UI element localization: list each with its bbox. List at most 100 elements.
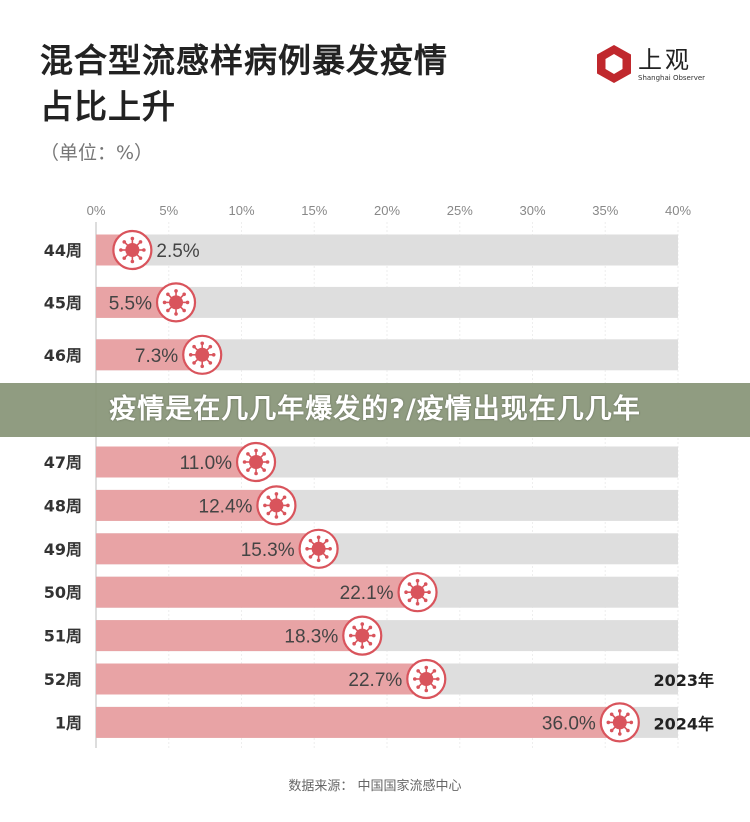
virus-spike-tip <box>200 364 205 369</box>
virus-spike-tip <box>371 633 376 638</box>
category-label: 49周 <box>44 540 82 559</box>
virus-spike-tip <box>407 598 412 603</box>
bar <box>96 663 427 695</box>
virus-spike-tip <box>122 256 127 260</box>
bar-row: 44周 2.5% <box>44 229 678 271</box>
virus-spike-tip <box>609 712 614 717</box>
bar <box>96 620 363 652</box>
value-label: 2.5% <box>156 241 199 262</box>
logo-text: 上观 <box>638 46 692 74</box>
virus-spike-tip <box>200 341 205 346</box>
virus-spike-tip <box>119 248 123 252</box>
category-label: 46周 <box>44 346 82 365</box>
virus-spike-tip <box>412 677 417 681</box>
category-label: 52周 <box>44 670 82 689</box>
bar-row: 48周 12.4% <box>44 485 678 526</box>
virus-spike-tip <box>266 511 271 516</box>
virus-spike-tip <box>188 353 193 357</box>
virus-spike-tip <box>416 669 420 673</box>
bar <box>96 446 257 478</box>
virus-spike-tip <box>282 495 287 500</box>
virus-spike-tip <box>618 709 622 713</box>
virus-spike-tip <box>609 728 614 733</box>
virus-icon <box>182 334 223 375</box>
virus-spike-tip <box>407 582 412 586</box>
category-label: 48周 <box>44 496 82 515</box>
virus-spike-tip <box>182 292 186 297</box>
virus-spike-tip <box>130 259 135 264</box>
bar-row: 46周 7.3% <box>44 334 678 375</box>
virus-spike-tip <box>352 641 356 646</box>
bar <box>96 489 277 521</box>
virus-spike-tip <box>432 669 437 673</box>
bar-row: 49周 15.3% <box>44 528 678 569</box>
virus-spike-tip <box>308 538 313 543</box>
tick-label: 5% <box>159 203 178 218</box>
virus-spike-tip <box>166 308 170 313</box>
virus-spike-tip <box>629 720 634 725</box>
virus-spike-tip <box>286 503 290 508</box>
virus-icon <box>599 702 640 743</box>
title-line-2: 占比上升 <box>40 87 176 126</box>
virus-body <box>612 715 627 730</box>
virus-spike-tip <box>305 547 309 551</box>
logo: 上观 Shanghai Observer <box>594 44 714 89</box>
virus-spike-tip <box>246 452 250 456</box>
virus-spike-tip <box>122 240 127 244</box>
virus-spike-tip <box>274 492 279 496</box>
virus-spike-tip <box>182 308 186 313</box>
bar-row: 1周 36.0% 2024年 <box>55 702 714 743</box>
virus-body <box>195 347 210 362</box>
bar-row: 45周 5.5% <box>44 282 678 323</box>
virus-spike-tip <box>192 361 196 365</box>
virus-spike-tip <box>360 645 365 649</box>
virus-spike-tip <box>618 732 622 736</box>
virus-spike-tip <box>626 712 630 717</box>
category-label: 44周 <box>44 241 82 260</box>
virus-spike-tip <box>424 688 429 693</box>
virus-icon <box>235 441 277 483</box>
value-label: 22.7% <box>348 670 402 691</box>
virus-spike-tip <box>423 598 428 603</box>
virus-spike-tip <box>138 256 143 260</box>
virus-spike-tip <box>316 558 321 563</box>
virus-spike-tip <box>185 300 190 305</box>
virus-spike-tip <box>246 468 250 472</box>
virus-spike-tip <box>265 460 270 464</box>
virus-body <box>311 541 326 556</box>
virus-spike-tip <box>130 236 135 241</box>
virus-spike-tip <box>606 720 611 725</box>
virus-spike-tip <box>324 538 329 543</box>
category-label: 47周 <box>44 453 82 472</box>
value-label: 7.3% <box>135 346 178 367</box>
overlay-banner: 疫情是在几几年爆发的?/疫情出现在几几年 <box>0 383 750 437</box>
virus-spike-tip <box>263 503 267 508</box>
bar <box>96 706 620 738</box>
virus-icon <box>342 615 383 656</box>
source-note: 数据来源： 中国国家流感中心 <box>288 779 462 794</box>
virus-body <box>419 672 434 686</box>
virus-body <box>169 295 184 310</box>
virus-spike-tip <box>316 535 321 540</box>
bar-row: 51周 18.3% <box>44 615 678 656</box>
virus-icon <box>298 528 339 569</box>
virus-spike-tip <box>192 344 196 349</box>
value-label: 12.4% <box>199 496 253 517</box>
virus-spike-tip <box>262 452 266 456</box>
virus-spike-tip <box>142 248 146 252</box>
value-label: 5.5% <box>109 293 152 314</box>
value-label: 11.0% <box>180 453 233 474</box>
year-annotation: 2023年 <box>653 671 714 690</box>
tick-label: 10% <box>228 203 254 218</box>
virus-icon <box>397 572 438 613</box>
virus-spike-tip <box>174 289 178 293</box>
virus-spike-tip <box>404 590 408 594</box>
bar-row: 52周 22.7% 2023年 <box>44 658 714 700</box>
virus-spike-tip <box>254 448 258 453</box>
virus-spike-tip <box>424 665 429 670</box>
bar-row: 50周 22.1% <box>44 572 678 613</box>
virus-body <box>269 498 284 513</box>
bar <box>96 533 319 565</box>
virus-spike-tip <box>138 240 143 244</box>
